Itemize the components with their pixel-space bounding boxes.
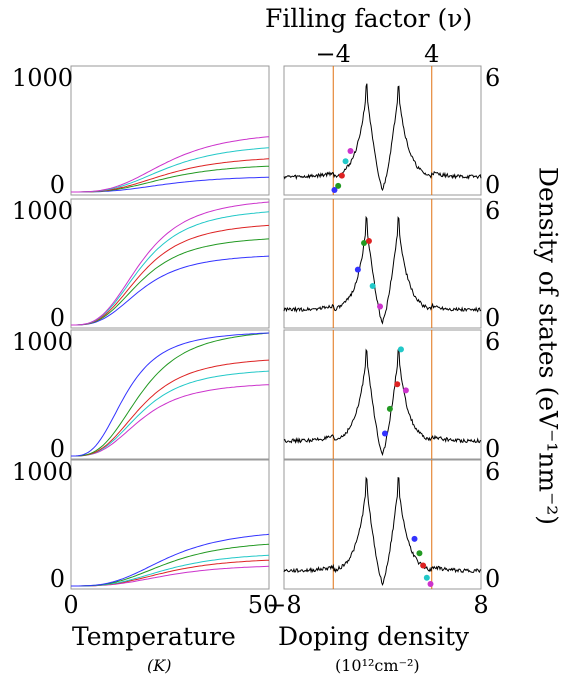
top-tick-label: −4 (316, 40, 351, 68)
ytick-label: 6 (485, 64, 500, 92)
ytick-label: 6 (485, 458, 500, 486)
series-line (71, 238, 270, 326)
panel-frame (70, 65, 270, 196)
series-line (71, 158, 270, 193)
dos-point (423, 574, 430, 581)
dos-point (381, 430, 388, 437)
xtick-label: −8 (266, 591, 301, 619)
dos-point (411, 535, 418, 542)
series-line (71, 165, 270, 193)
dos-point (365, 237, 372, 244)
panel-frame (283, 198, 482, 329)
dos-point (347, 148, 354, 154)
right-xlabel: Doping density (278, 622, 470, 651)
series-line (71, 224, 270, 326)
ytick-label: 6 (485, 197, 500, 225)
ytick-label: 1000 (12, 328, 73, 356)
series-line (71, 384, 270, 457)
dos-point (416, 550, 423, 557)
panel-frame (70, 459, 270, 590)
right-xunit: (10¹²cm⁻²) (335, 656, 420, 675)
series-line (71, 332, 270, 457)
panel-frame (283, 65, 482, 196)
top-xlabel: Filling factor (ν) (265, 4, 473, 33)
dos-point (342, 158, 349, 165)
ytick-label: 0 (50, 565, 65, 593)
panel-frame (283, 329, 482, 460)
dos-curve (283, 476, 482, 587)
series-line (71, 201, 270, 326)
ytick-label: 0 (485, 304, 500, 332)
dos-point (369, 283, 376, 290)
ytick-label: 0 (485, 565, 500, 593)
dos-point (335, 182, 342, 189)
ytick-label: 0 (485, 435, 500, 463)
series-line (71, 147, 270, 193)
ytick-label: 1000 (12, 197, 73, 225)
dos-point (420, 562, 427, 569)
xtick-label: 50 (248, 591, 279, 619)
dos-point (354, 266, 361, 273)
ytick-label: 0 (50, 171, 65, 199)
series-line (71, 565, 270, 587)
series-line (71, 176, 270, 193)
dos-point (427, 580, 434, 587)
series-line (71, 255, 270, 326)
ytick-label: 0 (50, 304, 65, 332)
series-line (71, 554, 270, 587)
series-line (71, 211, 270, 326)
right-ylabel: Density of states (eV⁻¹nm⁻²) (533, 166, 563, 526)
dos-curve (283, 347, 482, 457)
series-line (71, 332, 270, 457)
xtick-label: 0 (63, 591, 78, 619)
ytick-label: 0 (485, 171, 500, 199)
dos-point (338, 172, 345, 179)
dos-point (361, 240, 368, 246)
panel-frame (283, 459, 482, 590)
ytick-label: 1000 (12, 64, 73, 92)
top-tick-label: 4 (424, 40, 439, 68)
dos-point (386, 405, 393, 412)
left-xunit: (K) (147, 656, 172, 675)
left-xlabel: Temperature (72, 622, 236, 651)
dos-point (402, 387, 409, 394)
panel-frame (70, 329, 270, 460)
panel-frame (70, 198, 270, 329)
series-line (71, 533, 270, 587)
dos-point (397, 346, 404, 353)
dos-point (394, 381, 401, 388)
series-line (71, 136, 270, 193)
series-line (71, 559, 270, 587)
series-line (71, 359, 270, 457)
series-line (71, 543, 270, 587)
ytick-label: 1000 (12, 458, 73, 486)
dos-point (331, 186, 338, 193)
ytick-label: 0 (50, 435, 65, 463)
dos-point (377, 303, 384, 310)
xtick-label: 8 (473, 591, 488, 619)
series-line (71, 370, 270, 457)
ytick-label: 6 (485, 328, 500, 356)
dos-curve (283, 215, 482, 325)
dos-curve (283, 83, 482, 192)
